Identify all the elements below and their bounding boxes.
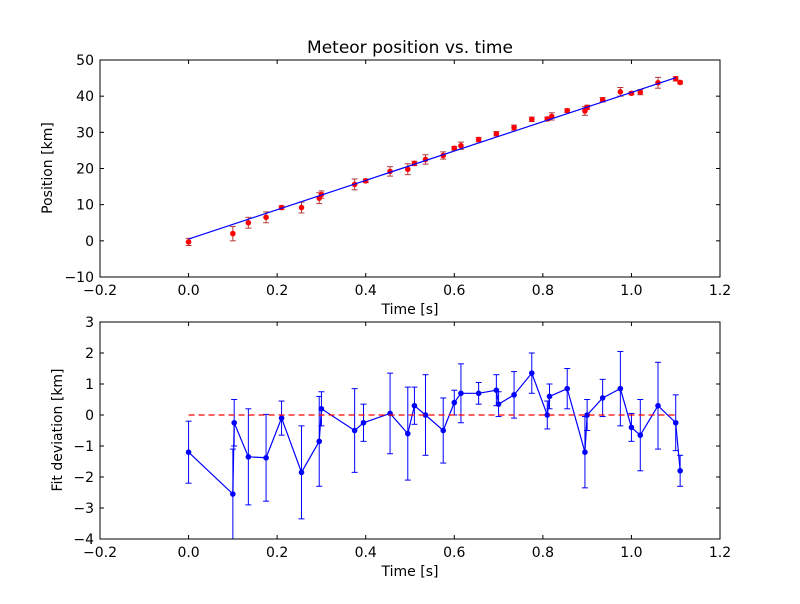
data-point [230,230,236,237]
data-point [564,385,571,392]
y-tick-label: 10 [76,198,94,214]
data-point [637,432,644,438]
data-point [316,438,323,445]
data-point [495,401,502,407]
position-plot-area [185,76,684,247]
data-point [475,136,482,143]
deviation-panel: −0.2 0.0 0.2 0.4 0.6 0.8 1.0 1.2 −4 −3 −2 −1 0 1 2 3 T… [50,315,731,580]
y-tick-label: −1 [73,439,94,455]
x-tick-label: 0.6 [443,283,465,299]
x-tick-label: 0.8 [532,283,554,299]
x-tick-label: 0.0 [177,283,199,299]
data-point [617,89,624,95]
position-x-ticks: −0.2 0.0 0.2 0.4 0.6 0.8 1.0 1.2 [83,60,731,299]
data-point [511,124,517,131]
y-tick-label: 40 [76,89,94,105]
position-panel: Meteor position vs. time −0.2 0.0 0.2 0.4 0.… [40,38,731,318]
data-point [360,419,367,426]
y-tick-label: 2 [85,346,94,362]
x-tick-label: 0.4 [355,283,377,299]
x-axis-label: Time [s] [381,302,439,318]
data-point [411,402,418,409]
x-tick-label: 1.2 [709,545,731,561]
y-tick-label: −2 [73,470,94,486]
data-point [546,393,553,400]
data-point [672,419,679,426]
data-point [231,419,237,426]
data-point [493,387,500,394]
data-point [528,116,535,123]
x-tick-label: 0.0 [177,545,199,561]
data-point [185,239,192,245]
x-tick-label: 1.0 [620,283,642,299]
data-point [440,427,447,434]
data-point [318,406,325,412]
deviation-axes-frame [99,321,721,540]
fit-line [188,77,676,240]
data-point [458,142,464,149]
y-tick-label: −10 [64,270,94,286]
deviation-x-ticks: −0.2 0.0 0.2 0.4 0.6 0.8 1.0 1.2 [83,322,731,561]
data-point [528,370,535,376]
data-point [677,79,683,86]
data-point [298,204,305,211]
y-tick-label: 50 [76,53,94,69]
y-tick-label: −4 [73,532,94,548]
data-point [263,214,269,221]
data-point [245,454,252,460]
data-point [582,449,588,456]
x-tick-label: 0.8 [532,545,554,561]
position-y-ticks: −10 0 10 20 30 40 50 [64,53,720,286]
data-point [230,491,236,497]
deviation-y-ticks: −4 −3 −2 −1 0 1 2 3 [73,315,720,548]
y-tick-label: 0 [85,234,94,250]
data-point [677,468,683,474]
y-tick-label: 3 [85,315,94,331]
x-axis-label: Time [s] [381,564,439,580]
data-point [451,145,458,152]
data-point [404,166,411,173]
y-tick-label: 0 [85,408,94,424]
data-point [628,424,635,431]
data-point [599,395,606,401]
data-point [617,385,624,392]
y-tick-label: 20 [76,162,94,178]
data-point [278,415,285,421]
data-point [493,130,500,137]
x-tick-label: 1.0 [620,545,642,561]
data-point [185,449,192,456]
x-tick-label: −0.2 [83,545,117,561]
x-tick-label: 0.2 [266,545,288,561]
chart-title: Meteor position vs. time [307,38,513,58]
y-axis-label: Fit deviation [km] [50,368,66,491]
y-axis-label: Position [km] [40,122,56,214]
x-tick-label: 0.2 [266,283,288,299]
x-tick-label: 0.6 [443,545,465,561]
data-point [263,454,269,461]
data-point [245,219,252,226]
data-point [451,399,458,406]
deviation-plot-area [185,350,684,540]
x-tick-label: 1.2 [709,283,731,299]
y-tick-label: 1 [85,377,94,393]
data-point [298,469,305,476]
x-tick-label: −0.2 [83,283,117,299]
y-tick-label: 30 [76,125,94,141]
data-point [511,392,517,398]
data-point [351,427,358,434]
data-point [564,107,571,114]
data-point [458,390,464,397]
x-tick-label: 0.4 [355,545,377,561]
y-tick-label: −3 [73,501,94,517]
data-point [404,430,411,437]
data-point [655,402,661,409]
data-point [475,390,482,397]
